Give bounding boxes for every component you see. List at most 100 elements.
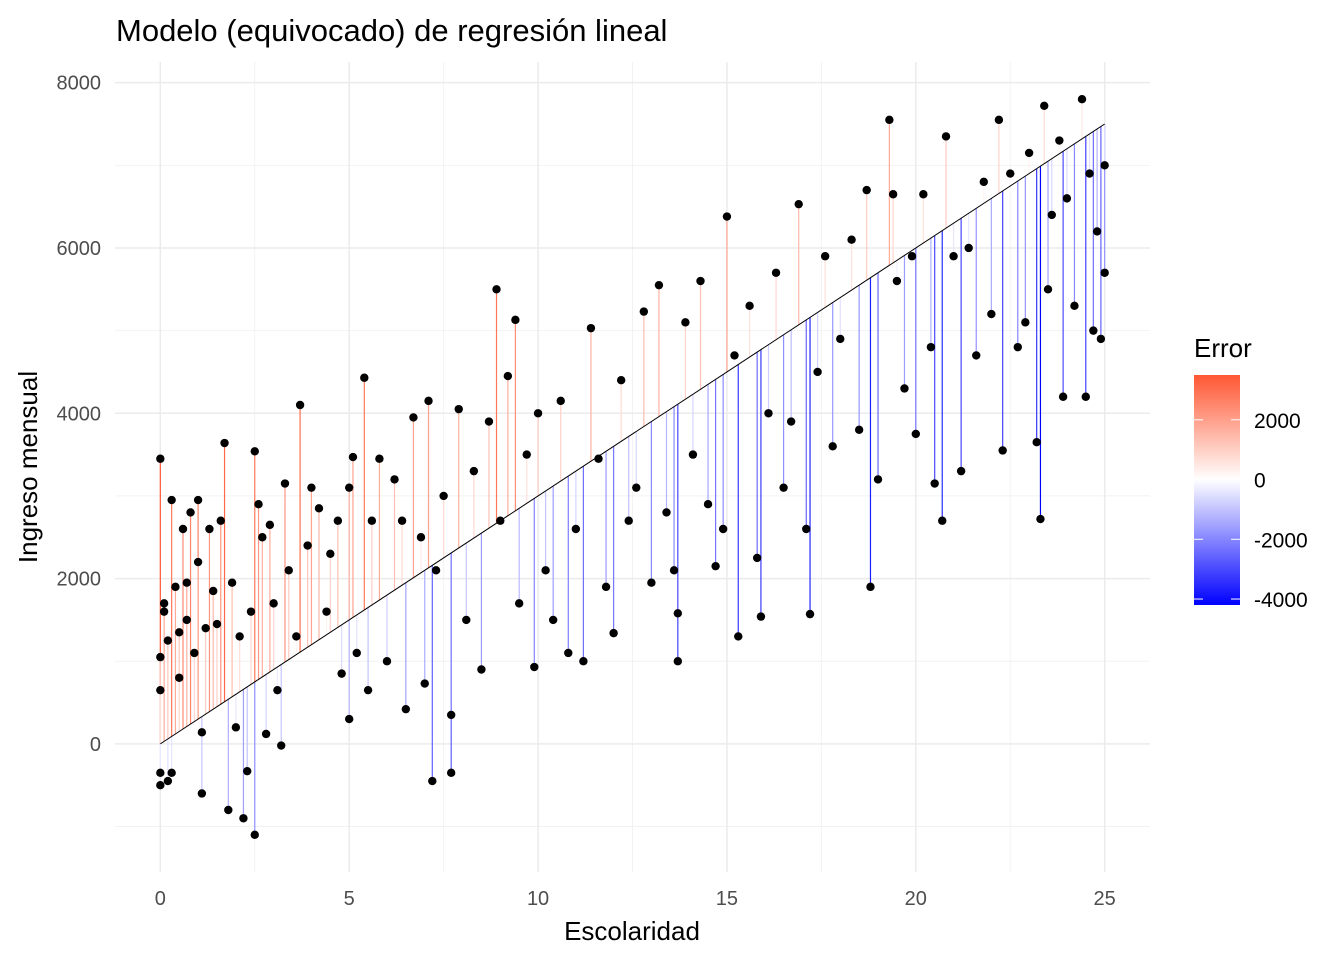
- data-point: [1089, 326, 1098, 335]
- data-point: [186, 508, 195, 517]
- x-axis-ticks: 0 5 10 15 20 25: [155, 888, 1116, 910]
- data-point: [254, 499, 263, 509]
- y-axis-ticks: 0 2000 4000 6000 8000: [57, 73, 102, 756]
- data-point: [156, 768, 165, 778]
- data-point: [243, 766, 252, 776]
- data-point: [711, 561, 720, 571]
- data-point: [972, 351, 981, 360]
- legend-colorbar: [1194, 375, 1240, 605]
- x-tick-label: 20: [905, 888, 927, 910]
- data-point: [352, 648, 361, 658]
- y-tick-label: 0: [90, 734, 101, 756]
- data-point: [522, 450, 531, 459]
- legend: Error 2000 0 -2000 -4000: [1194, 333, 1308, 612]
- data-point: [579, 657, 588, 666]
- data-point: [167, 768, 176, 778]
- data-point: [1070, 301, 1079, 311]
- data-point: [424, 396, 433, 406]
- data-point: [548, 615, 558, 625]
- data-point: [277, 741, 286, 750]
- data-point: [696, 276, 705, 286]
- data-point: [514, 599, 524, 608]
- data-point: [209, 586, 218, 596]
- data-point: [1032, 438, 1041, 447]
- data-point: [416, 533, 426, 542]
- x-tick-label: 15: [716, 888, 738, 910]
- data-points: [156, 94, 1109, 840]
- data-point: [175, 628, 184, 637]
- data-point: [511, 315, 520, 325]
- data-point: [1085, 169, 1094, 178]
- data-point: [227, 578, 237, 587]
- x-tick-label: 5: [344, 888, 355, 910]
- data-point: [239, 814, 248, 823]
- data-point: [375, 454, 384, 463]
- data-point: [235, 632, 244, 641]
- data-point: [344, 714, 354, 724]
- data-point: [647, 578, 656, 587]
- data-point: [594, 454, 603, 463]
- data-point: [556, 396, 565, 406]
- data-point: [941, 132, 951, 141]
- data-point: [171, 582, 180, 592]
- data-point: [1040, 101, 1049, 111]
- data-point: [745, 301, 754, 311]
- data-point: [1006, 169, 1015, 178]
- data-point: [1021, 318, 1030, 327]
- data-point: [828, 442, 837, 451]
- data-point: [949, 252, 958, 261]
- data-point: [156, 652, 165, 662]
- data-point: [1081, 392, 1090, 401]
- data-point: [322, 607, 331, 616]
- data-point: [624, 516, 633, 525]
- data-point: [397, 516, 407, 525]
- data-point: [885, 115, 894, 125]
- data-point: [303, 541, 312, 550]
- data-point: [344, 483, 354, 492]
- grid: [115, 62, 1150, 872]
- data-point: [1058, 392, 1068, 401]
- data-point: [348, 452, 358, 462]
- data-point: [216, 516, 225, 525]
- data-point: [446, 768, 456, 778]
- y-tick-label: 2000: [57, 569, 102, 591]
- data-point: [326, 549, 335, 558]
- data-point: [802, 524, 811, 534]
- data-point: [182, 578, 191, 587]
- data-point: [673, 609, 683, 618]
- data-point: [284, 566, 293, 575]
- data-point: [496, 516, 505, 525]
- data-point: [333, 516, 343, 525]
- data-point: [428, 776, 437, 786]
- data-point: [454, 404, 463, 414]
- data-point: [1043, 285, 1053, 294]
- data-point: [820, 252, 830, 261]
- legend-tick-label: -4000: [1254, 589, 1308, 612]
- data-point: [854, 425, 864, 435]
- y-tick-label: 4000: [57, 403, 102, 425]
- data-point: [182, 615, 191, 625]
- legend-ticks: 2000 0 -2000 -4000: [1194, 410, 1308, 612]
- data-point: [794, 199, 803, 209]
- data-point: [175, 673, 184, 682]
- data-point: [681, 318, 690, 327]
- data-point: [662, 508, 671, 517]
- data-point: [439, 491, 448, 501]
- data-point: [1077, 94, 1087, 104]
- data-point: [212, 619, 222, 629]
- data-point: [688, 450, 698, 459]
- data-point: [892, 276, 902, 286]
- data-point: [616, 376, 626, 385]
- data-point: [586, 323, 596, 333]
- data-point: [163, 776, 173, 786]
- x-axis-label: Escolaridad: [564, 916, 700, 946]
- data-point: [866, 582, 875, 592]
- data-point: [888, 190, 898, 199]
- data-point: [484, 417, 494, 426]
- data-point: [201, 623, 210, 633]
- data-point: [156, 685, 165, 695]
- data-point: [836, 334, 845, 344]
- data-point: [571, 524, 581, 534]
- y-tick-label: 6000: [57, 238, 102, 260]
